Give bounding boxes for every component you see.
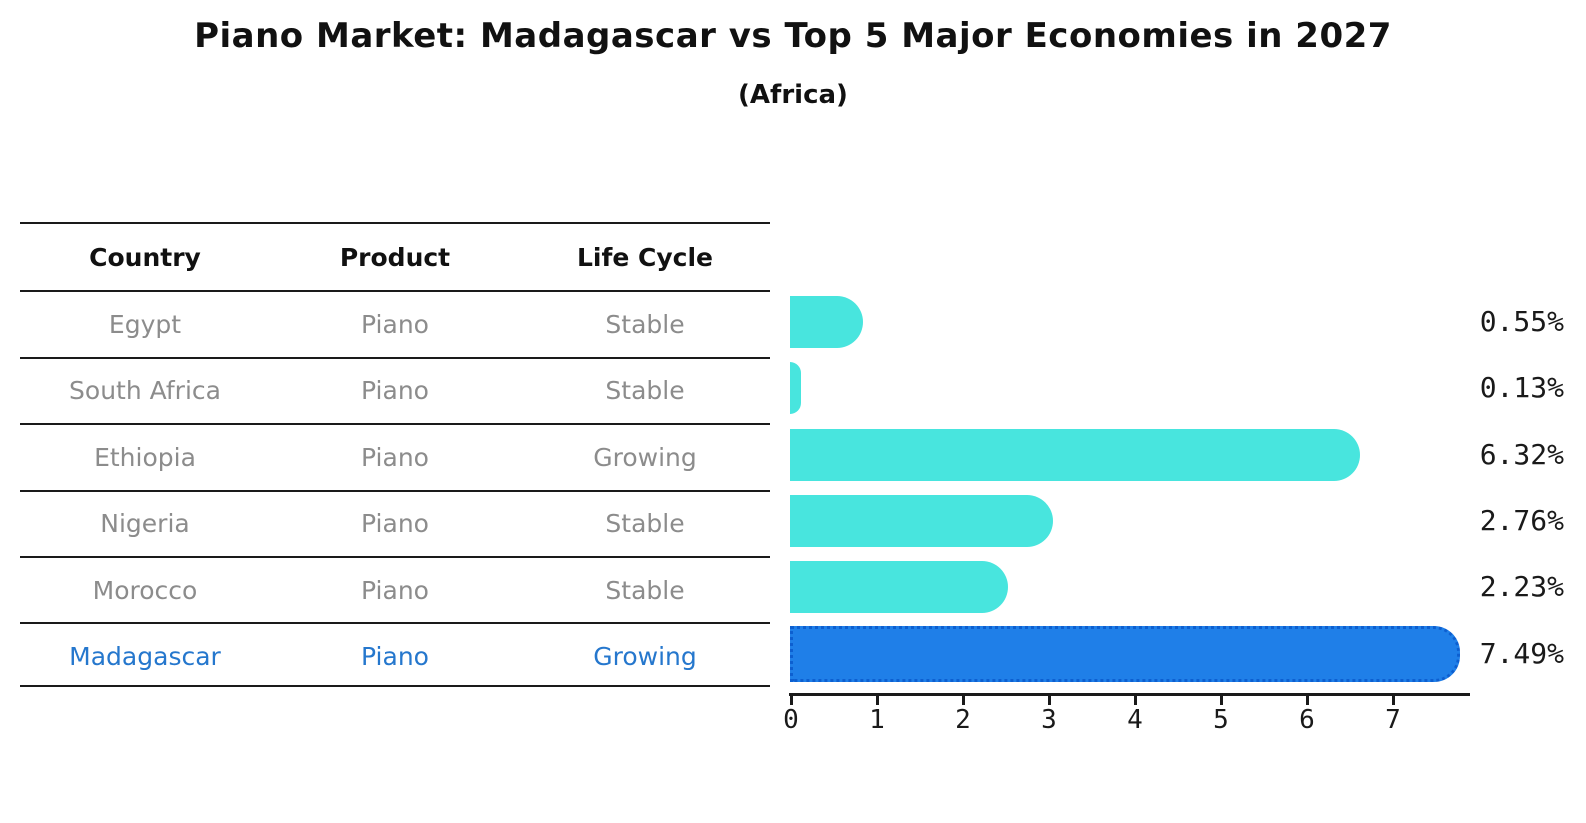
cell-country: Ethiopia — [94, 442, 196, 472]
bar-value-label: 2.23% — [1479, 570, 1564, 604]
x-axis-tick-label: 1 — [869, 705, 885, 735]
x-axis-tick — [790, 695, 793, 705]
x-axis-tick-label: 0 — [783, 705, 799, 735]
cell-life-cycle: Stable — [605, 310, 685, 340]
cell-life-cycle: Growing — [593, 642, 697, 672]
bar — [790, 428, 1360, 481]
table-row: South Africa Piano Stable — [20, 356, 770, 423]
x-axis-tick — [876, 695, 879, 705]
bar-value-label: 7.49% — [1479, 636, 1564, 670]
bar — [790, 362, 802, 415]
x-axis-tick — [1048, 695, 1051, 705]
cell-country: Nigeria — [100, 509, 190, 539]
bar-value-label: 2.76% — [1479, 504, 1564, 538]
x-axis-tick-label: 2 — [955, 705, 971, 735]
bar-value-label: 0.55% — [1479, 305, 1564, 339]
x-axis-tick-label: 6 — [1299, 705, 1315, 735]
cell-life-cycle: Growing — [593, 442, 697, 472]
cell-country: Egypt — [108, 310, 182, 340]
table-row: Nigeria Piano Stable — [20, 489, 770, 556]
x-axis-tick-label: 7 — [1385, 705, 1401, 735]
cell-life-cycle: Stable — [605, 509, 685, 539]
x-axis-tick — [1134, 695, 1137, 705]
table-row: Morocco Piano Stable — [20, 555, 770, 622]
bar — [790, 495, 1054, 548]
x-axis-tick — [962, 695, 965, 705]
table-row: Ethiopia Piano Growing — [20, 423, 770, 489]
page-subtitle: (Africa) — [738, 80, 848, 110]
cell-product: Piano — [361, 642, 429, 672]
column-header: Life Cycle — [576, 242, 714, 272]
bar-value-label: 6.32% — [1479, 437, 1564, 471]
bar — [790, 561, 1008, 614]
x-axis-tick — [1306, 695, 1309, 705]
cell-life-cycle: Stable — [605, 376, 685, 406]
x-axis-tick-label: 3 — [1041, 705, 1057, 735]
x-axis-tick-label: 5 — [1213, 705, 1229, 735]
cell-country: South Africa — [69, 376, 221, 406]
bar-value-label: 0.13% — [1479, 371, 1564, 405]
column-header: Country — [89, 242, 201, 272]
x-axis-line — [789, 693, 1470, 696]
cell-country: Morocco — [92, 575, 198, 605]
cell-country: Madagascar — [69, 642, 221, 672]
cell-product: Piano — [361, 442, 429, 472]
cell-product: Piano — [361, 376, 429, 406]
table-row: Egypt Piano Stable — [20, 290, 770, 356]
table-row: Madagascar Piano Growing — [20, 622, 770, 688]
page-title: Piano Market: Madagascar vs Top 5 Major … — [194, 16, 1392, 56]
comparison-table: Country Product Life Cycle Egypt Piano Stable… — [20, 222, 770, 687]
cell-product: Piano — [361, 509, 429, 539]
bar-highlight — [790, 625, 1461, 682]
x-axis-tick — [1392, 695, 1395, 705]
x-axis-tick — [1220, 695, 1223, 705]
cell-product: Piano — [361, 575, 429, 605]
bar — [790, 296, 864, 349]
cell-product: Piano — [361, 310, 429, 340]
column-header: Product — [339, 242, 451, 272]
table-header-row: Country Product Life Cycle — [20, 224, 770, 290]
x-axis-tick-label: 4 — [1127, 705, 1143, 735]
cell-life-cycle: Stable — [605, 575, 685, 605]
